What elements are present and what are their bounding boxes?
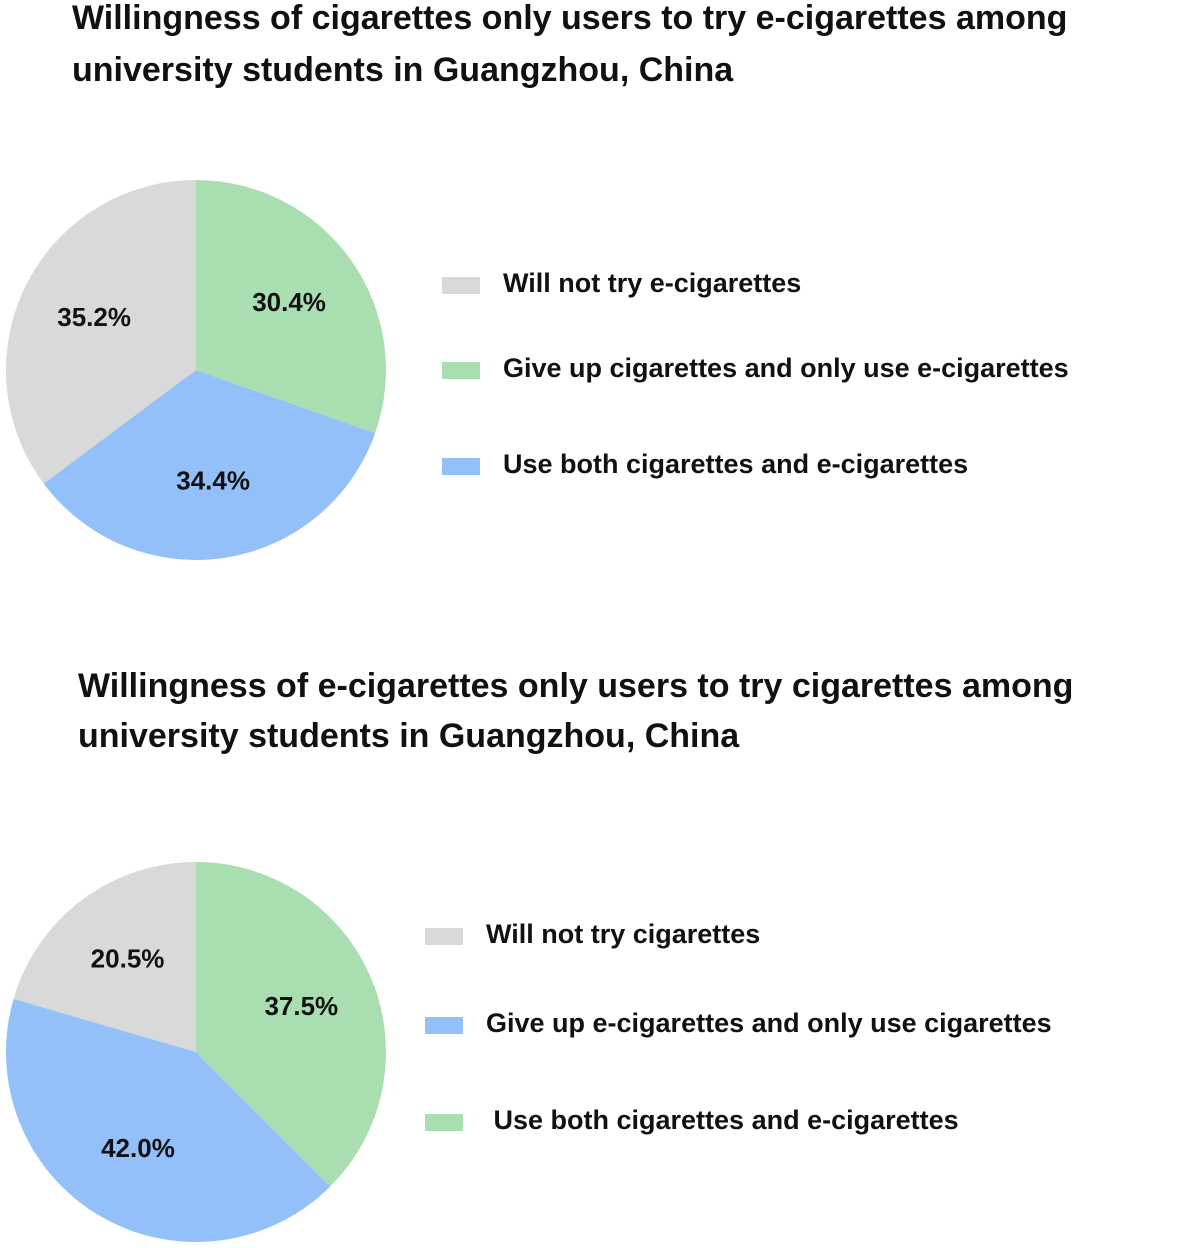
- value-label: 20.5%: [91, 944, 165, 974]
- legend-label: Give up cigarettes and only use e-cigare…: [503, 353, 1069, 383]
- legend-label: Give up e-cigarettes and only use cigare…: [486, 1008, 1052, 1038]
- value-label: 35.2%: [57, 302, 131, 332]
- legend-label: Will not try cigarettes: [486, 919, 760, 949]
- legend-swatch: [425, 928, 463, 945]
- pie-slice: [196, 862, 387, 1187]
- legend-swatch: [442, 362, 480, 379]
- value-label: 34.4%: [176, 466, 250, 496]
- legend-label: Use both cigarettes and e-cigarettes: [486, 1105, 959, 1135]
- legend-swatch: [442, 458, 480, 475]
- pie-slice: [5, 180, 196, 484]
- chart-title: Willingness of cigarettes only users to …: [72, 0, 1067, 89]
- pie-slice: [13, 862, 196, 1052]
- legend-swatch: [425, 1114, 463, 1131]
- legend-swatch: [425, 1017, 463, 1034]
- chart: Willingness of cigarettes only users to …: [5, 0, 1069, 560]
- pie-slice: [196, 180, 387, 434]
- chart-title: Willingness of e-cigarettes only users t…: [78, 667, 1073, 755]
- value-label: 30.4%: [252, 287, 326, 317]
- chart: Willingness of e-cigarettes only users t…: [5, 667, 1073, 1243]
- legend-label: Will not try e-cigarettes: [503, 268, 801, 298]
- pie-slice: [5, 998, 331, 1243]
- value-label: 37.5%: [264, 991, 338, 1021]
- pie-slice: [43, 370, 376, 560]
- value-label: 42.0%: [101, 1133, 175, 1163]
- legend-label: Use both cigarettes and e-cigarettes: [503, 449, 968, 479]
- legend-swatch: [442, 277, 480, 294]
